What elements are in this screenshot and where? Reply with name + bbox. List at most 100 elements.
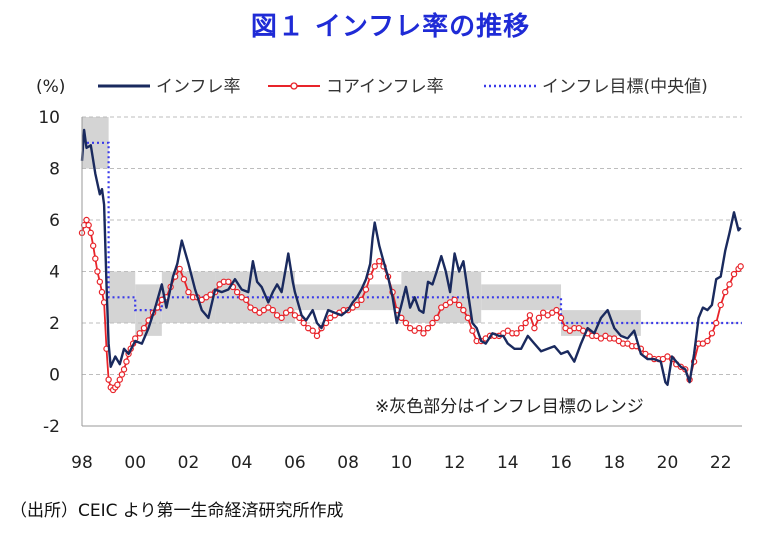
x-tick-label: 00	[124, 453, 146, 473]
core-inflation-point	[140, 324, 148, 332]
core-inflation-point	[411, 327, 418, 334]
core-inflation-point	[238, 294, 245, 301]
x-tick-label: 98	[71, 453, 93, 473]
core-inflation-point	[455, 301, 463, 309]
core-inflation-point	[469, 327, 476, 334]
core-inflation-point	[89, 242, 97, 249]
core-inflation-point	[225, 278, 232, 285]
core-inflation-point	[526, 312, 534, 319]
core-inflation-point	[85, 221, 92, 229]
y-tick-label: 4	[49, 263, 60, 283]
core-inflation-point	[251, 306, 259, 314]
core-inflation-point	[123, 358, 130, 365]
core-inflation-point	[717, 301, 724, 309]
core-inflation-point	[544, 312, 551, 319]
core-inflation-point	[273, 312, 281, 319]
x-tick-label: 08	[337, 453, 359, 473]
core-inflation-point	[265, 304, 272, 311]
legend-label-target: インフレ目標(中央値)	[542, 77, 708, 97]
series-layer	[78, 128, 744, 394]
core-inflation-point	[433, 314, 440, 322]
core-inflation-point	[726, 281, 733, 288]
core-inflation-point	[406, 324, 414, 332]
core-inflation-point	[309, 327, 316, 334]
legend-label-headline: インフレ率	[156, 77, 241, 97]
x-tick-label: 22	[710, 453, 732, 473]
legend-marker-core	[290, 82, 298, 90]
core-inflation-point	[624, 340, 631, 347]
core-inflation-point	[522, 319, 529, 327]
core-inflation-point	[504, 327, 512, 334]
core-inflation-point	[540, 309, 547, 316]
core-inflation-point	[429, 319, 436, 327]
core-inflation-point	[185, 288, 192, 296]
core-inflation-point	[737, 263, 744, 270]
core-inflation-point	[362, 286, 370, 293]
core-inflation-point	[402, 319, 410, 327]
core-inflation-point	[420, 330, 427, 337]
core-inflation-point	[553, 306, 560, 314]
x-tick-label: 14	[497, 453, 519, 473]
core-inflation-point	[83, 216, 90, 224]
x-tick-label: 20	[657, 453, 679, 473]
legend: インフレ率 コアインフレ率 インフレ目標(中央値)	[98, 77, 708, 97]
y-tick-label: 10	[38, 108, 60, 128]
x-tick-label: 10	[391, 453, 413, 473]
core-inflation-point	[712, 319, 720, 327]
x-tick-label: 18	[603, 453, 625, 473]
core-inflation-point	[243, 296, 250, 304]
y-tick-label: 2	[49, 314, 60, 334]
core-inflation-point	[535, 314, 543, 322]
core-inflation-point	[460, 306, 467, 314]
y-tick-label: 0	[49, 366, 60, 386]
core-inflation-point	[114, 381, 121, 388]
core-inflation-point	[296, 314, 303, 322]
chart-title: 図１ インフレ率の推移	[250, 12, 531, 42]
core-inflation-point	[699, 340, 707, 347]
core-inflation-point	[176, 265, 183, 273]
core-inflation-point	[278, 314, 285, 322]
x-tick-label: 16	[550, 453, 572, 473]
core-inflation-point	[105, 376, 112, 383]
core-inflation-point	[371, 263, 378, 270]
core-inflation-point	[247, 304, 254, 311]
core-inflation-point	[415, 324, 423, 332]
core-inflation-point	[98, 288, 106, 296]
source-note: （出所）CEIC より第一生命経済研究所作成	[10, 501, 344, 521]
core-inflation-point	[120, 366, 128, 373]
core-inflation-point	[291, 312, 299, 319]
core-inflation-point	[260, 306, 267, 314]
core-inflation-point	[513, 330, 520, 337]
core-inflation-point	[531, 324, 538, 332]
y-tick-label: 6	[49, 211, 60, 231]
core-inflation-point	[708, 330, 716, 337]
core-inflation-point	[438, 304, 445, 311]
core-inflation-point	[451, 296, 458, 304]
core-inflation-point	[300, 319, 307, 327]
core-inflation-point	[704, 337, 711, 345]
core-inflation-point	[116, 376, 123, 383]
y-tick-label: -2	[43, 417, 60, 437]
core-inflation-point	[136, 330, 143, 337]
core-inflation-point	[730, 270, 738, 278]
core-inflation-point	[233, 288, 241, 296]
core-inflation-point	[664, 353, 671, 360]
core-inflation-point	[376, 258, 383, 265]
core-inflation-point	[305, 324, 312, 332]
x-tick-label: 02	[178, 453, 200, 473]
core-inflation-point	[566, 327, 574, 334]
x-tick-label: 06	[284, 453, 306, 473]
core-inflation-point	[659, 355, 667, 363]
legend-label-core: コアインフレ率	[326, 77, 444, 97]
core-inflation-point	[611, 335, 618, 342]
core-inflation-point	[722, 288, 729, 296]
core-inflation-point	[597, 335, 605, 342]
core-inflation-point	[87, 229, 94, 237]
core-inflation-point	[353, 301, 361, 309]
core-inflation-point	[269, 306, 277, 314]
series-headline-inflation	[80, 128, 742, 386]
core-inflation-point	[593, 332, 600, 340]
core-inflation-point	[358, 296, 365, 304]
core-inflation-point	[94, 268, 101, 275]
core-inflation-point	[96, 278, 104, 285]
